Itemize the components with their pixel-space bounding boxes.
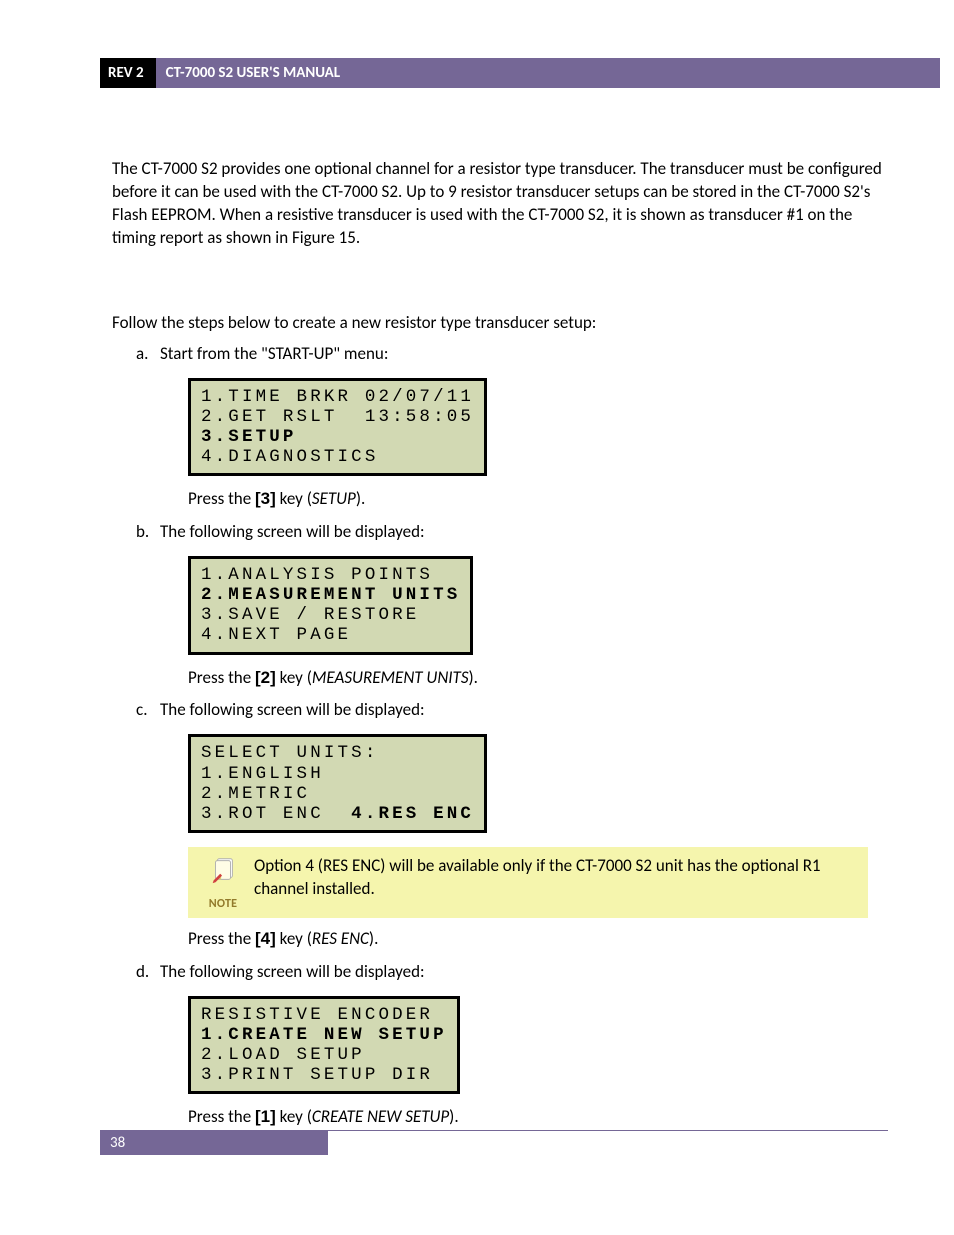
lcd-line: 1.ANALYSIS POINTS (201, 565, 460, 585)
press-mid: key ( (276, 928, 312, 949)
header-bar: REV 2 CT-7000 S2 USER'S MANUAL (100, 58, 940, 88)
lcd-line: 3.PRINT SETUP DIR (201, 1065, 447, 1085)
note-text: Option 4 (RES ENC) will be available onl… (250, 855, 860, 912)
step-c: c.The following screen will be displayed… (136, 699, 888, 951)
lcd-line: 4.DIAGNOSTICS (201, 447, 474, 467)
lcd-text-selected: 4.RES ENC (351, 804, 474, 824)
press-option: MEASUREMENT UNITS (312, 667, 469, 688)
page: REV 2 CT-7000 S2 USER'S MANUAL The CT-70… (0, 0, 954, 1235)
press-pre: Press the (188, 928, 255, 949)
header-title: CT-7000 S2 USER'S MANUAL (156, 58, 940, 88)
step-b: b.The following screen will be displayed… (136, 521, 888, 689)
press-instruction: Press the [2] key (MEASUREMENT UNITS). (188, 667, 888, 690)
note-box: NOTE Option 4 (RES ENC) will be availabl… (188, 847, 868, 918)
press-option: SETUP (312, 488, 356, 509)
step-label: a. (136, 343, 160, 366)
key-label: [2] (255, 668, 276, 687)
press-pre: Press the (188, 667, 255, 688)
lcd-line-selected: 1.CREATE NEW SETUP (201, 1025, 447, 1045)
step-text: The following screen will be displayed: (160, 699, 425, 720)
press-post: ). (356, 488, 365, 509)
lcd-line-selected: 3.SETUP (201, 427, 474, 447)
lcd-line: 1.TIME BRKR 02/07/11 (201, 387, 474, 407)
step-label: c. (136, 699, 160, 722)
press-post: ). (449, 1106, 458, 1127)
step-label: b. (136, 521, 160, 544)
step-text: Start from the "START-UP" menu: (160, 343, 388, 364)
intro-paragraph: The CT-7000 S2 provides one optional cha… (112, 158, 888, 250)
lcd-line: 3.ROT ENC 4.RES ENC (201, 804, 474, 824)
lcd-screen-resenc: RESISTIVE ENCODER 1.CREATE NEW SETUP 2.L… (188, 996, 460, 1095)
step-label: d. (136, 961, 160, 984)
step-list: a.Start from the "START-UP" menu: 1.TIME… (136, 343, 888, 1130)
content: The CT-7000 S2 provides one optional cha… (112, 158, 888, 1129)
press-mid: key ( (276, 667, 312, 688)
note-icon (208, 855, 238, 892)
press-instruction: Press the [1] key (CREATE NEW SETUP). (188, 1106, 888, 1129)
page-number: 38 (100, 1131, 328, 1155)
step-d-sub: RESISTIVE ENCODER 1.CREATE NEW SETUP 2.L… (188, 990, 888, 1129)
step-text: The following screen will be displayed: (160, 961, 425, 982)
spacer (112, 272, 888, 312)
top-spacer (0, 0, 954, 58)
lcd-screen-startup: 1.TIME BRKR 02/07/11 2.GET RSLT 13:58:05… (188, 378, 487, 477)
step-d: d.The following screen will be displayed… (136, 961, 888, 1129)
spacer (0, 88, 954, 158)
header-rev-badge: REV 2 (100, 58, 156, 88)
lcd-line: 3.SAVE / RESTORE (201, 605, 460, 625)
lcd-screen-units: SELECT UNITS: 1.ENGLISH 2.METRIC 3.ROT E… (188, 734, 487, 833)
press-post: ). (369, 928, 378, 949)
lcd-screen-setup: 1.ANALYSIS POINTS 2.MEASUREMENT UNITS 3.… (188, 556, 473, 655)
step-b-sub: 1.ANALYSIS POINTS 2.MEASUREMENT UNITS 3.… (188, 550, 888, 689)
follow-paragraph: Follow the steps below to create a new r… (112, 312, 888, 335)
lcd-text: 3.ROT ENC (201, 804, 351, 824)
note-left: NOTE (196, 855, 250, 912)
key-label: [1] (255, 1107, 276, 1126)
press-pre: Press the (188, 488, 255, 509)
lcd-line: 2.METRIC (201, 784, 474, 804)
step-a-sub: 1.TIME BRKR 02/07/11 2.GET RSLT 13:58:05… (188, 372, 888, 511)
lcd-line: SELECT UNITS: (201, 743, 474, 763)
lcd-line: 2.GET RSLT 13:58:05 (201, 407, 474, 427)
step-text: The following screen will be displayed: (160, 521, 425, 542)
lcd-line-selected: 2.MEASUREMENT UNITS (201, 585, 460, 605)
step-c-sub: SELECT UNITS: 1.ENGLISH 2.METRIC 3.ROT E… (188, 728, 888, 951)
note-label: NOTE (209, 896, 238, 912)
lcd-line: RESISTIVE ENCODER (201, 1005, 447, 1025)
lcd-line: 1.ENGLISH (201, 764, 474, 784)
press-option: CREATE NEW SETUP (312, 1106, 449, 1127)
press-post: ). (469, 667, 478, 688)
press-option: RES ENC (312, 928, 369, 949)
lcd-line: 2.LOAD SETUP (201, 1045, 447, 1065)
press-mid: key ( (276, 488, 312, 509)
press-instruction: Press the [3] key (SETUP). (188, 488, 888, 511)
press-pre: Press the (188, 1106, 255, 1127)
key-label: [3] (255, 489, 276, 508)
step-a: a.Start from the "START-UP" menu: 1.TIME… (136, 343, 888, 511)
lcd-line: 4.NEXT PAGE (201, 625, 460, 645)
key-label: [4] (255, 929, 276, 948)
press-instruction: Press the [4] key (RES ENC). (188, 928, 888, 951)
press-mid: key ( (276, 1106, 312, 1127)
